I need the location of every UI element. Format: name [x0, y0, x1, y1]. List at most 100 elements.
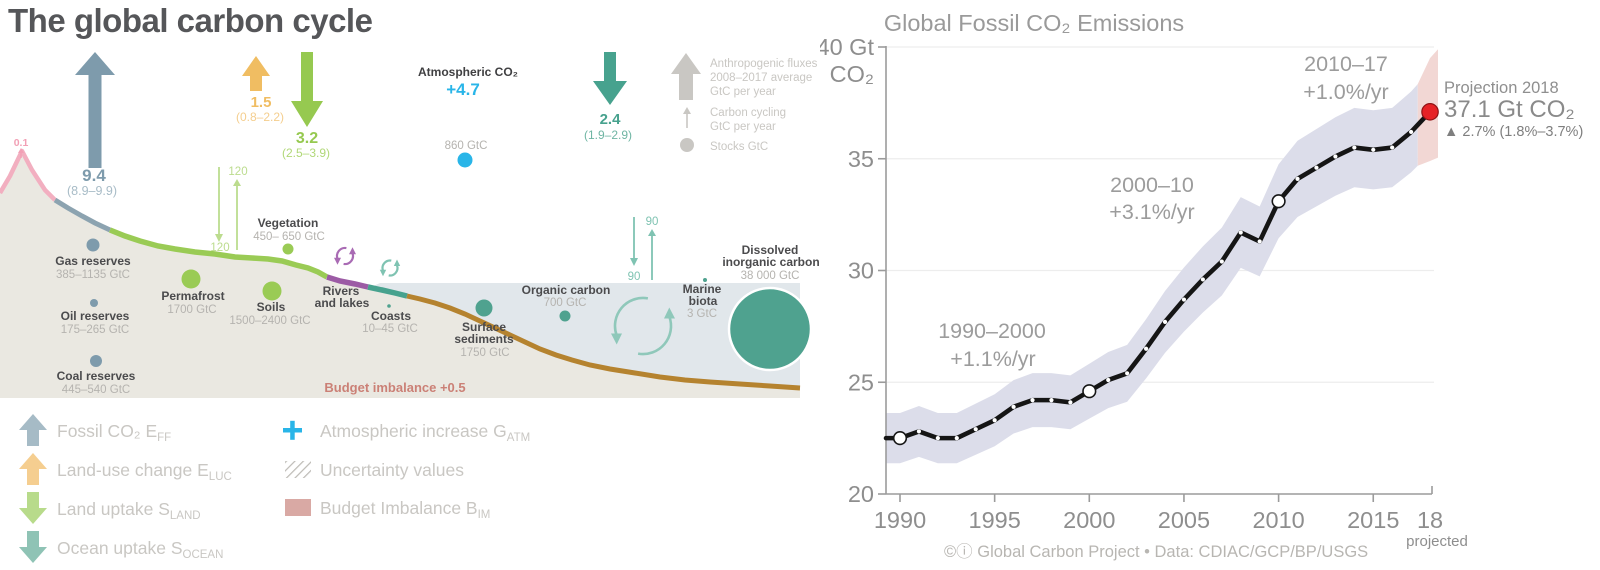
y-tick-label: 30: [848, 258, 874, 284]
data-point: [992, 418, 997, 423]
soils-stock-dot: [262, 281, 282, 301]
land-uptake-flux-range: (2.5–3.9): [282, 146, 330, 160]
stocks-dot-icon: [680, 138, 694, 152]
legend-land-uptake-arrow-icon: [19, 492, 47, 524]
atmospheric-increase-value: +4.7: [446, 80, 480, 99]
uncertainty-band: [886, 84, 1418, 464]
annotation-2000s-line2: +3.1%/yr: [1109, 200, 1194, 224]
atmosphere-stock-dot: [457, 152, 473, 168]
fossil-flux-arrow-icon: [75, 52, 115, 168]
data-point: [1200, 277, 1205, 282]
land-mass: [0, 151, 800, 398]
decade-point: [1082, 384, 1097, 399]
reservoir-coal: Coal reserves 445–540 GtC: [57, 355, 136, 396]
gas-name: Gas reserves: [55, 254, 131, 268]
projection-growth: ▲ 2.7% (1.8%–3.7%): [1444, 124, 1583, 140]
down-arrowhead-icon: [215, 234, 223, 242]
ocean-internal-cycle-icon: [611, 296, 675, 356]
key-cycling-line1: Carbon cycling: [710, 107, 786, 119]
data-point: [1106, 377, 1111, 383]
oil-name: Oil reserves: [61, 309, 130, 323]
reservoir-oil: Oil reserves 175–265 GtC: [61, 299, 130, 336]
vegetation-name: Vegetation: [258, 216, 319, 230]
projection-point: [1421, 103, 1439, 121]
vegetation-stock-dot: [282, 243, 294, 255]
gas-value: 385–1135 GtC: [56, 269, 130, 281]
coast-cycle-icon: [379, 259, 401, 277]
annotation-2010s-line2: +1.0%/yr: [1303, 80, 1388, 104]
sediments-stock-dot: [475, 299, 493, 317]
coal-stock-dot: [90, 355, 102, 367]
decade-point: [1271, 194, 1286, 209]
permafrost-value: 1700 GtC: [167, 304, 216, 316]
annotation-1990s-line1: 1990–2000: [938, 319, 1046, 343]
reservoir-dic: Dissolved inorganic carbon 38 000 GtC: [722, 243, 820, 372]
permafrost-stock-dot: [181, 269, 201, 289]
legend-ocean-uptake-arrow-icon: [19, 531, 47, 563]
marine-name2: biota: [689, 294, 718, 308]
data-point: [973, 427, 978, 432]
data-point: [935, 436, 940, 441]
oil-stock-dot: [90, 299, 98, 307]
atmospheric-co2-label: Atmospheric CO₂: [418, 65, 518, 79]
legend-atm-plus-icon: [283, 420, 302, 440]
volcano-slope: [0, 148, 57, 202]
carbon-cycling-arrow-icon: [683, 107, 691, 128]
annotation-2000s-line1: 2000–10: [1110, 173, 1194, 197]
diagram-legend: Fossil CO₂ EFF Land-use change ELUC Land…: [19, 414, 530, 563]
data-point: [1181, 297, 1187, 302]
chart-annotations: 1990–2000 +1.1%/yr 2000–10 +3.1%/yr 2010…: [938, 52, 1389, 371]
reservoir-sediments: Surface sediments 1750 GtC: [454, 299, 514, 359]
legend-fossil-arrow-icon: [19, 414, 47, 446]
volcano-arrow-icon: [18, 148, 24, 158]
projection-label: Projection 2018: [1444, 79, 1559, 97]
organic-name: Organic carbon: [522, 283, 611, 297]
data-point: [1011, 404, 1016, 409]
volcano-flux-value: 0.1: [14, 137, 29, 149]
key-anthro-line2: 2008–2017 average: [710, 72, 812, 84]
y-axis-unit-line1: 40 Gt: [820, 34, 874, 60]
land-uptake-flux-arrow-icon: [291, 52, 323, 127]
legend-uncertainty-label: Uncertainty values: [320, 460, 464, 480]
coasts-stock-dot: [387, 304, 391, 308]
data-point: [1314, 165, 1319, 170]
data-point: [1295, 176, 1300, 181]
soils-value: 1500–2400 GtC: [229, 315, 310, 327]
reservoir-marine-biota: Marine biota 3 GtC: [683, 278, 722, 320]
reservoir-gas: Gas reserves 385–1135 GtC: [55, 238, 131, 281]
key-anthro-line3: GtC per year: [710, 86, 776, 98]
coal-name: Coal reserves: [57, 369, 136, 383]
data-point: [1049, 398, 1054, 403]
sediments-value: 1750 GtC: [460, 347, 509, 359]
y-tick-label: 35: [848, 146, 874, 172]
veg-flux-up-value: 120: [228, 166, 247, 178]
land-uptake-flux-value: 3.2: [296, 130, 318, 147]
data-point: [1068, 400, 1073, 405]
x-tick-label: 2005: [1158, 507, 1210, 533]
ocean-cycling-arrows: 90 90: [628, 216, 659, 283]
legend-uncertainty-swatch-icon: [285, 461, 311, 478]
data-point: [1125, 371, 1130, 376]
atmospheric-stock-value: 860 GtC: [445, 140, 488, 152]
coasts-value: 10–45 GtC: [362, 323, 418, 335]
dic-stock-circle: [727, 286, 813, 372]
soils-name: Soils: [257, 300, 286, 314]
projection-callout: Projection 2018 37.1 Gt CO₂ ▲ 2.7% (1.8%…: [1444, 79, 1583, 140]
decade-point: [892, 431, 908, 446]
data-point: [1162, 319, 1168, 325]
diagram-key: Anthropogenic fluxes 2008–2017 average G…: [671, 53, 818, 153]
marine-name: Marine: [683, 282, 722, 296]
legend-fossil-label: Fossil CO₂ EFF: [57, 421, 171, 444]
vegetated-land-strip: [108, 227, 329, 280]
reservoir-soils: Soils 1500–2400 GtC: [229, 281, 311, 327]
sediments-name: Surface: [462, 320, 506, 334]
reservoir-coasts: Coasts 10–45 GtC: [362, 304, 418, 335]
organic-stock-dot: [559, 310, 571, 322]
up-arrowhead-icon: [233, 179, 241, 186]
coal-value: 445–540 GtC: [62, 384, 130, 396]
projection-value: 37.1 Gt CO₂: [1444, 96, 1575, 123]
data-point: [1333, 154, 1338, 159]
